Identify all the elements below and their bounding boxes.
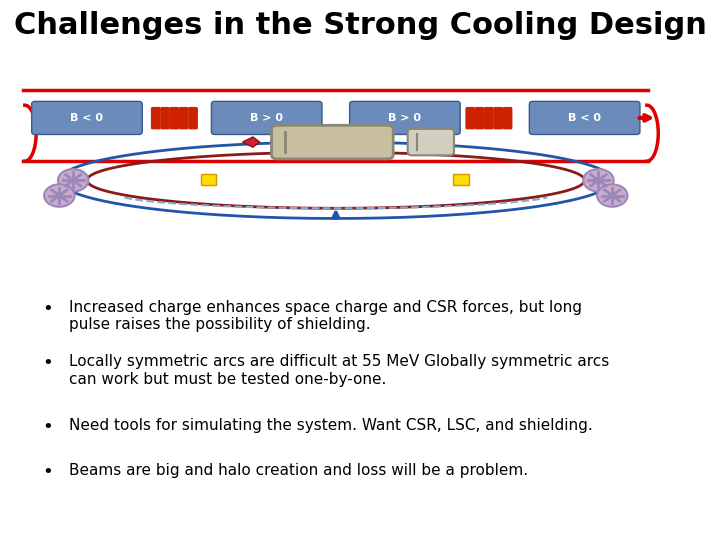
FancyBboxPatch shape [212,102,322,134]
Circle shape [583,169,613,192]
Text: B < 0: B < 0 [568,113,601,123]
Bar [201,174,216,185]
Bar [454,174,469,185]
FancyBboxPatch shape [476,108,483,129]
FancyBboxPatch shape [180,108,187,129]
Circle shape [58,169,89,192]
Text: •: • [42,463,53,481]
Text: EIC Collaboration Meeting October 10-12, 2017: EIC Collaboration Meeting October 10-12,… [154,513,451,526]
FancyBboxPatch shape [161,108,169,129]
FancyBboxPatch shape [171,108,179,129]
FancyBboxPatch shape [495,108,502,129]
Text: Jefferson Lab: Jefferson Lab [593,513,684,526]
Circle shape [44,184,75,207]
FancyBboxPatch shape [529,102,640,134]
Text: •: • [42,354,53,373]
FancyBboxPatch shape [467,108,474,129]
Text: •: • [42,300,53,318]
Text: •: • [42,418,53,436]
Text: Beams are big and halo creation and loss will be a problem.: Beams are big and halo creation and loss… [68,463,528,478]
FancyBboxPatch shape [408,129,454,156]
Text: Increased charge enhances space charge and CSR forces, but long
pulse raises the: Increased charge enhances space charge a… [68,300,582,333]
Text: B > 0: B > 0 [388,113,421,123]
FancyBboxPatch shape [189,108,197,129]
FancyBboxPatch shape [350,102,460,134]
FancyBboxPatch shape [271,125,393,159]
FancyBboxPatch shape [32,102,143,134]
Text: Need tools for simulating the system. Want CSR, LSC, and shielding.: Need tools for simulating the system. Wa… [68,418,593,433]
Polygon shape [243,137,260,147]
FancyBboxPatch shape [152,108,160,129]
Circle shape [597,184,628,207]
FancyBboxPatch shape [485,108,492,129]
Text: B > 0: B > 0 [250,113,283,123]
Text: B < 0: B < 0 [71,113,104,123]
Text: Locally symmetric arcs are difficult at 55 MeV Globally symmetric arcs
can work : Locally symmetric arcs are difficult at … [68,354,609,387]
Text: Challenges in the Strong Cooling Design: Challenges in the Strong Cooling Design [14,11,706,40]
FancyBboxPatch shape [504,108,511,129]
